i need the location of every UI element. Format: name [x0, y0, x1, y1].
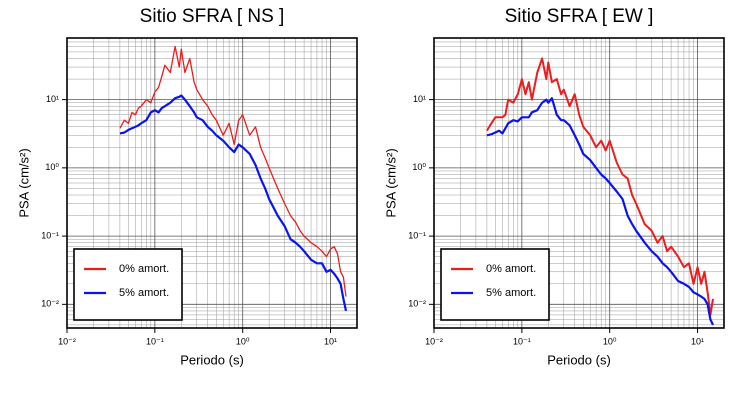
x-tick-label: 10⁻¹: [146, 336, 164, 346]
legend: 0% amort. 5% amort.: [440, 248, 550, 321]
x-tick-label: 10⁻¹: [513, 336, 531, 346]
y-tick-label: 10⁻¹: [41, 230, 59, 240]
plot-frame: [433, 37, 725, 329]
y-axis-label: PSA (cm/s²): [16, 148, 31, 217]
series-line: [486, 97, 714, 326]
y-tick-label: 10⁻¹: [408, 230, 426, 240]
legend-label: 5% amort.: [486, 287, 536, 299]
x-tick-label: 10⁻²: [425, 336, 443, 346]
chart-title: Sitio SFRA [ NS ]: [140, 6, 285, 27]
chart-title: Sitio SFRA [ EW ]: [505, 6, 654, 27]
legend-label: 5% amort.: [119, 287, 169, 299]
series-line: [119, 45, 347, 297]
legend: 0% amort. 5% amort.: [73, 248, 183, 321]
x-tick-label: 10⁰: [236, 336, 250, 346]
y-tick-label: 10⁰: [412, 162, 426, 172]
x-tick-label: 10¹: [691, 336, 704, 346]
legend-label: 0% amort.: [486, 263, 536, 275]
x-axis-label: Periodo (s): [547, 352, 611, 367]
legend-box: [73, 248, 183, 321]
x-axis-label: Periodo (s): [180, 352, 244, 367]
series-line: [119, 94, 348, 312]
y-tick-label: 10¹: [46, 94, 59, 104]
x-tick-label: 10⁻²: [58, 336, 76, 346]
plot-frame: [66, 37, 358, 329]
x-tick-label: 10⁰: [603, 336, 617, 346]
x-tick-label: 10¹: [324, 336, 337, 346]
y-axis-label: PSA (cm/s²): [383, 148, 398, 217]
series-line: [486, 57, 714, 316]
legend-box: [440, 248, 550, 321]
legend-label: 0% amort.: [119, 263, 169, 275]
y-tick-label: 10⁻²: [408, 299, 426, 309]
y-tick-label: 10⁻²: [41, 299, 59, 309]
y-tick-label: 10⁰: [45, 162, 59, 172]
y-tick-label: 10¹: [413, 94, 426, 104]
